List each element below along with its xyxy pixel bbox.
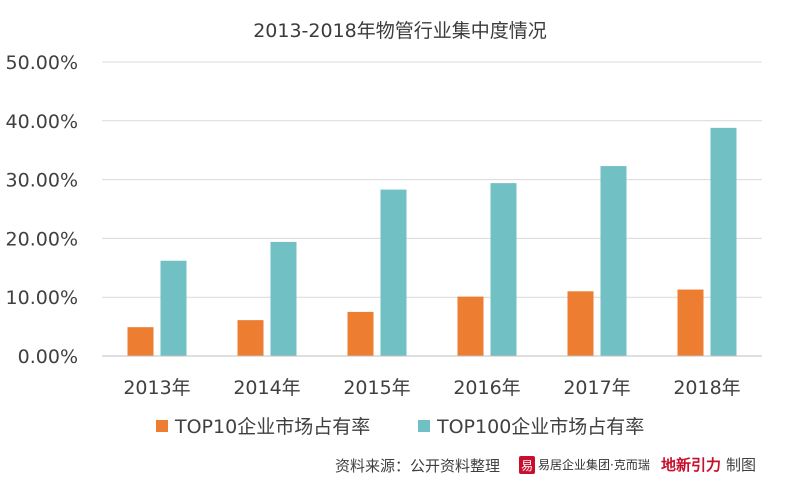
bar-top10 — [237, 320, 264, 356]
y-axis-tick-labels: 0.00% 10.00% 20.00% 30.00% 40.00% 50.00% — [6, 52, 78, 368]
footer: 资料来源：公开资料整理 易 易居企业集团·克而瑞 地新引力 制图 — [335, 456, 756, 475]
bar-top100 — [160, 260, 187, 356]
credit-suffix: 制图 — [726, 456, 756, 474]
x-tick-label: 2014年 — [233, 377, 300, 399]
legend-swatch-top100 — [418, 420, 430, 432]
x-tick-label: 2015年 — [343, 377, 410, 399]
y-tick-label: 40.00% — [6, 111, 78, 133]
legend-label-top100: TOP100企业市场占有率 — [436, 416, 644, 438]
bar-top10 — [457, 296, 484, 356]
credit-art: 地新引力 — [661, 456, 721, 474]
bar-top10 — [347, 311, 374, 356]
chart-title: 2013-2018年物管行业集中度情况 — [253, 20, 547, 42]
y-tick-label: 20.00% — [6, 228, 78, 250]
x-tick-label: 2017年 — [563, 377, 630, 399]
legend-swatch-top10 — [156, 420, 168, 432]
legend-label-top10: TOP10企业市场占有率 — [174, 416, 370, 438]
credit-logo: 易 — [519, 456, 535, 474]
bar-top100 — [380, 189, 407, 356]
x-tick-label: 2018年 — [673, 377, 740, 399]
source-note: 资料来源：公开资料整理 — [335, 457, 500, 475]
y-tick-label: 50.00% — [6, 52, 78, 74]
bar-top10 — [677, 289, 704, 356]
bar-top100 — [710, 127, 737, 356]
bar-top10 — [567, 291, 594, 356]
y-tick-label: 10.00% — [6, 287, 78, 309]
legend: TOP10企业市场占有率 TOP100企业市场占有率 — [156, 416, 644, 438]
x-axis-tick-labels: 2013年 2014年 2015年 2016年 2017年 2018年 — [123, 377, 740, 399]
x-tick-label: 2016年 — [453, 377, 520, 399]
bar-top100 — [600, 166, 627, 356]
x-tick-label: 2013年 — [123, 377, 190, 399]
bar-top10 — [127, 327, 154, 356]
brand-logo-icon — [519, 456, 535, 474]
bar-top100 — [270, 241, 297, 356]
brand-logo-mark: 易 — [521, 459, 533, 473]
bars — [127, 127, 737, 356]
bar-top100 — [490, 183, 517, 356]
gridlines — [102, 61, 762, 298]
credit-brand: 易居企业集团·克而瑞 — [538, 457, 650, 472]
y-tick-label: 0.00% — [18, 346, 78, 368]
y-tick-label: 30.00% — [6, 170, 78, 192]
